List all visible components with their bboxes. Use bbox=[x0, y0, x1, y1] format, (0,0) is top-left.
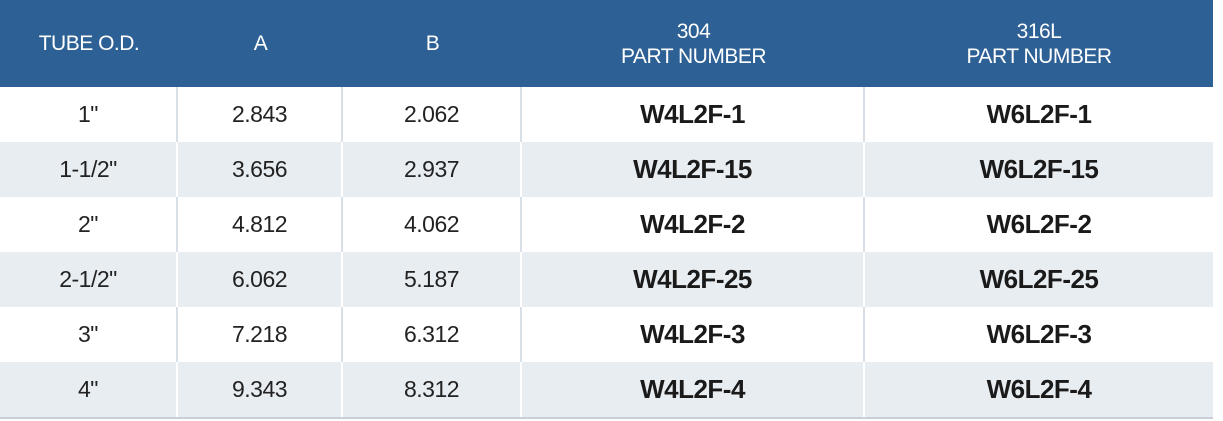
table-cell: W6L2F-1 bbox=[986, 99, 1092, 129]
table-row: 1-1/2" 3.656 2.937 W4L2F-15 W6L2F-15 bbox=[0, 142, 1213, 197]
header-text: B bbox=[425, 32, 440, 55]
header-text: A bbox=[253, 32, 268, 55]
table-cell: 8.312 bbox=[343, 362, 522, 417]
table-cell: 2-1/2" bbox=[0, 252, 178, 307]
table-row: 2-1/2" 6.062 5.187 W4L2F-25 W6L2F-25 bbox=[0, 252, 1213, 307]
table-cell: W6L2F-3 bbox=[986, 319, 1092, 349]
table-cell: 4.812 bbox=[178, 197, 343, 252]
table-row: 2" 4.812 4.062 W4L2F-2 W6L2F-2 bbox=[0, 197, 1213, 252]
table-cell: W6L2F-15 bbox=[979, 154, 1099, 184]
header-cell: A bbox=[178, 0, 343, 87]
table-cell: 9.343 bbox=[178, 362, 343, 417]
table-row: 1" 2.843 2.062 W4L2F-1 W6L2F-1 bbox=[0, 87, 1213, 142]
table-cell: W4L2F-25 bbox=[522, 252, 865, 307]
header-cell: 316L PART NUMBER bbox=[865, 0, 1213, 87]
table-cell: 1" bbox=[0, 87, 178, 142]
header-cell: TUBE O.D. bbox=[0, 0, 178, 87]
table-cell: W4L2F-1 bbox=[522, 87, 865, 142]
header-text: PART NUMBER bbox=[620, 44, 767, 68]
table-cell: W6L2F-4 bbox=[986, 374, 1092, 404]
header-row: TUBE O.D. A B 304 PART NUMBER 316L PART NUMBER bbox=[0, 0, 1213, 87]
header-cell: 304 PART NUMBER bbox=[522, 0, 865, 87]
table-cell: 6.062 bbox=[178, 252, 343, 307]
table-cell: W6L2F-25 bbox=[979, 264, 1099, 294]
table-cell: 1-1/2" bbox=[0, 142, 178, 197]
table-cell: 6.312 bbox=[343, 307, 522, 362]
table-cell: 2.062 bbox=[343, 87, 522, 142]
table-cell: 3" bbox=[0, 307, 178, 362]
table-cell: 7.218 bbox=[178, 307, 343, 362]
table-row: 3" 7.218 6.312 W4L2F-3 W6L2F-3 bbox=[0, 307, 1213, 362]
table-cell: 5.187 bbox=[343, 252, 522, 307]
header-cell: B bbox=[343, 0, 522, 87]
table-cell: 2" bbox=[0, 197, 178, 252]
table-cell: W4L2F-15 bbox=[522, 142, 865, 197]
table-cell: 4" bbox=[0, 362, 178, 417]
table-cell: W4L2F-4 bbox=[522, 362, 865, 417]
table-cell: 3.656 bbox=[178, 142, 343, 197]
header-text: TUBE O.D. bbox=[38, 32, 140, 55]
table-cell: W4L2F-2 bbox=[522, 197, 865, 252]
header-text: PART NUMBER bbox=[966, 44, 1112, 68]
bottom-rule bbox=[0, 417, 1213, 419]
table-cell: 4.062 bbox=[343, 197, 522, 252]
table-row: 4" 9.343 8.312 W4L2F-4 W6L2F-4 bbox=[0, 362, 1213, 417]
header-text: 316L bbox=[1016, 19, 1062, 43]
table-cell: W4L2F-3 bbox=[522, 307, 865, 362]
table-cell: 2.937 bbox=[343, 142, 522, 197]
table-cell: 2.843 bbox=[178, 87, 343, 142]
table-cell: W6L2F-2 bbox=[986, 209, 1092, 239]
header-text: 304 bbox=[676, 19, 711, 43]
